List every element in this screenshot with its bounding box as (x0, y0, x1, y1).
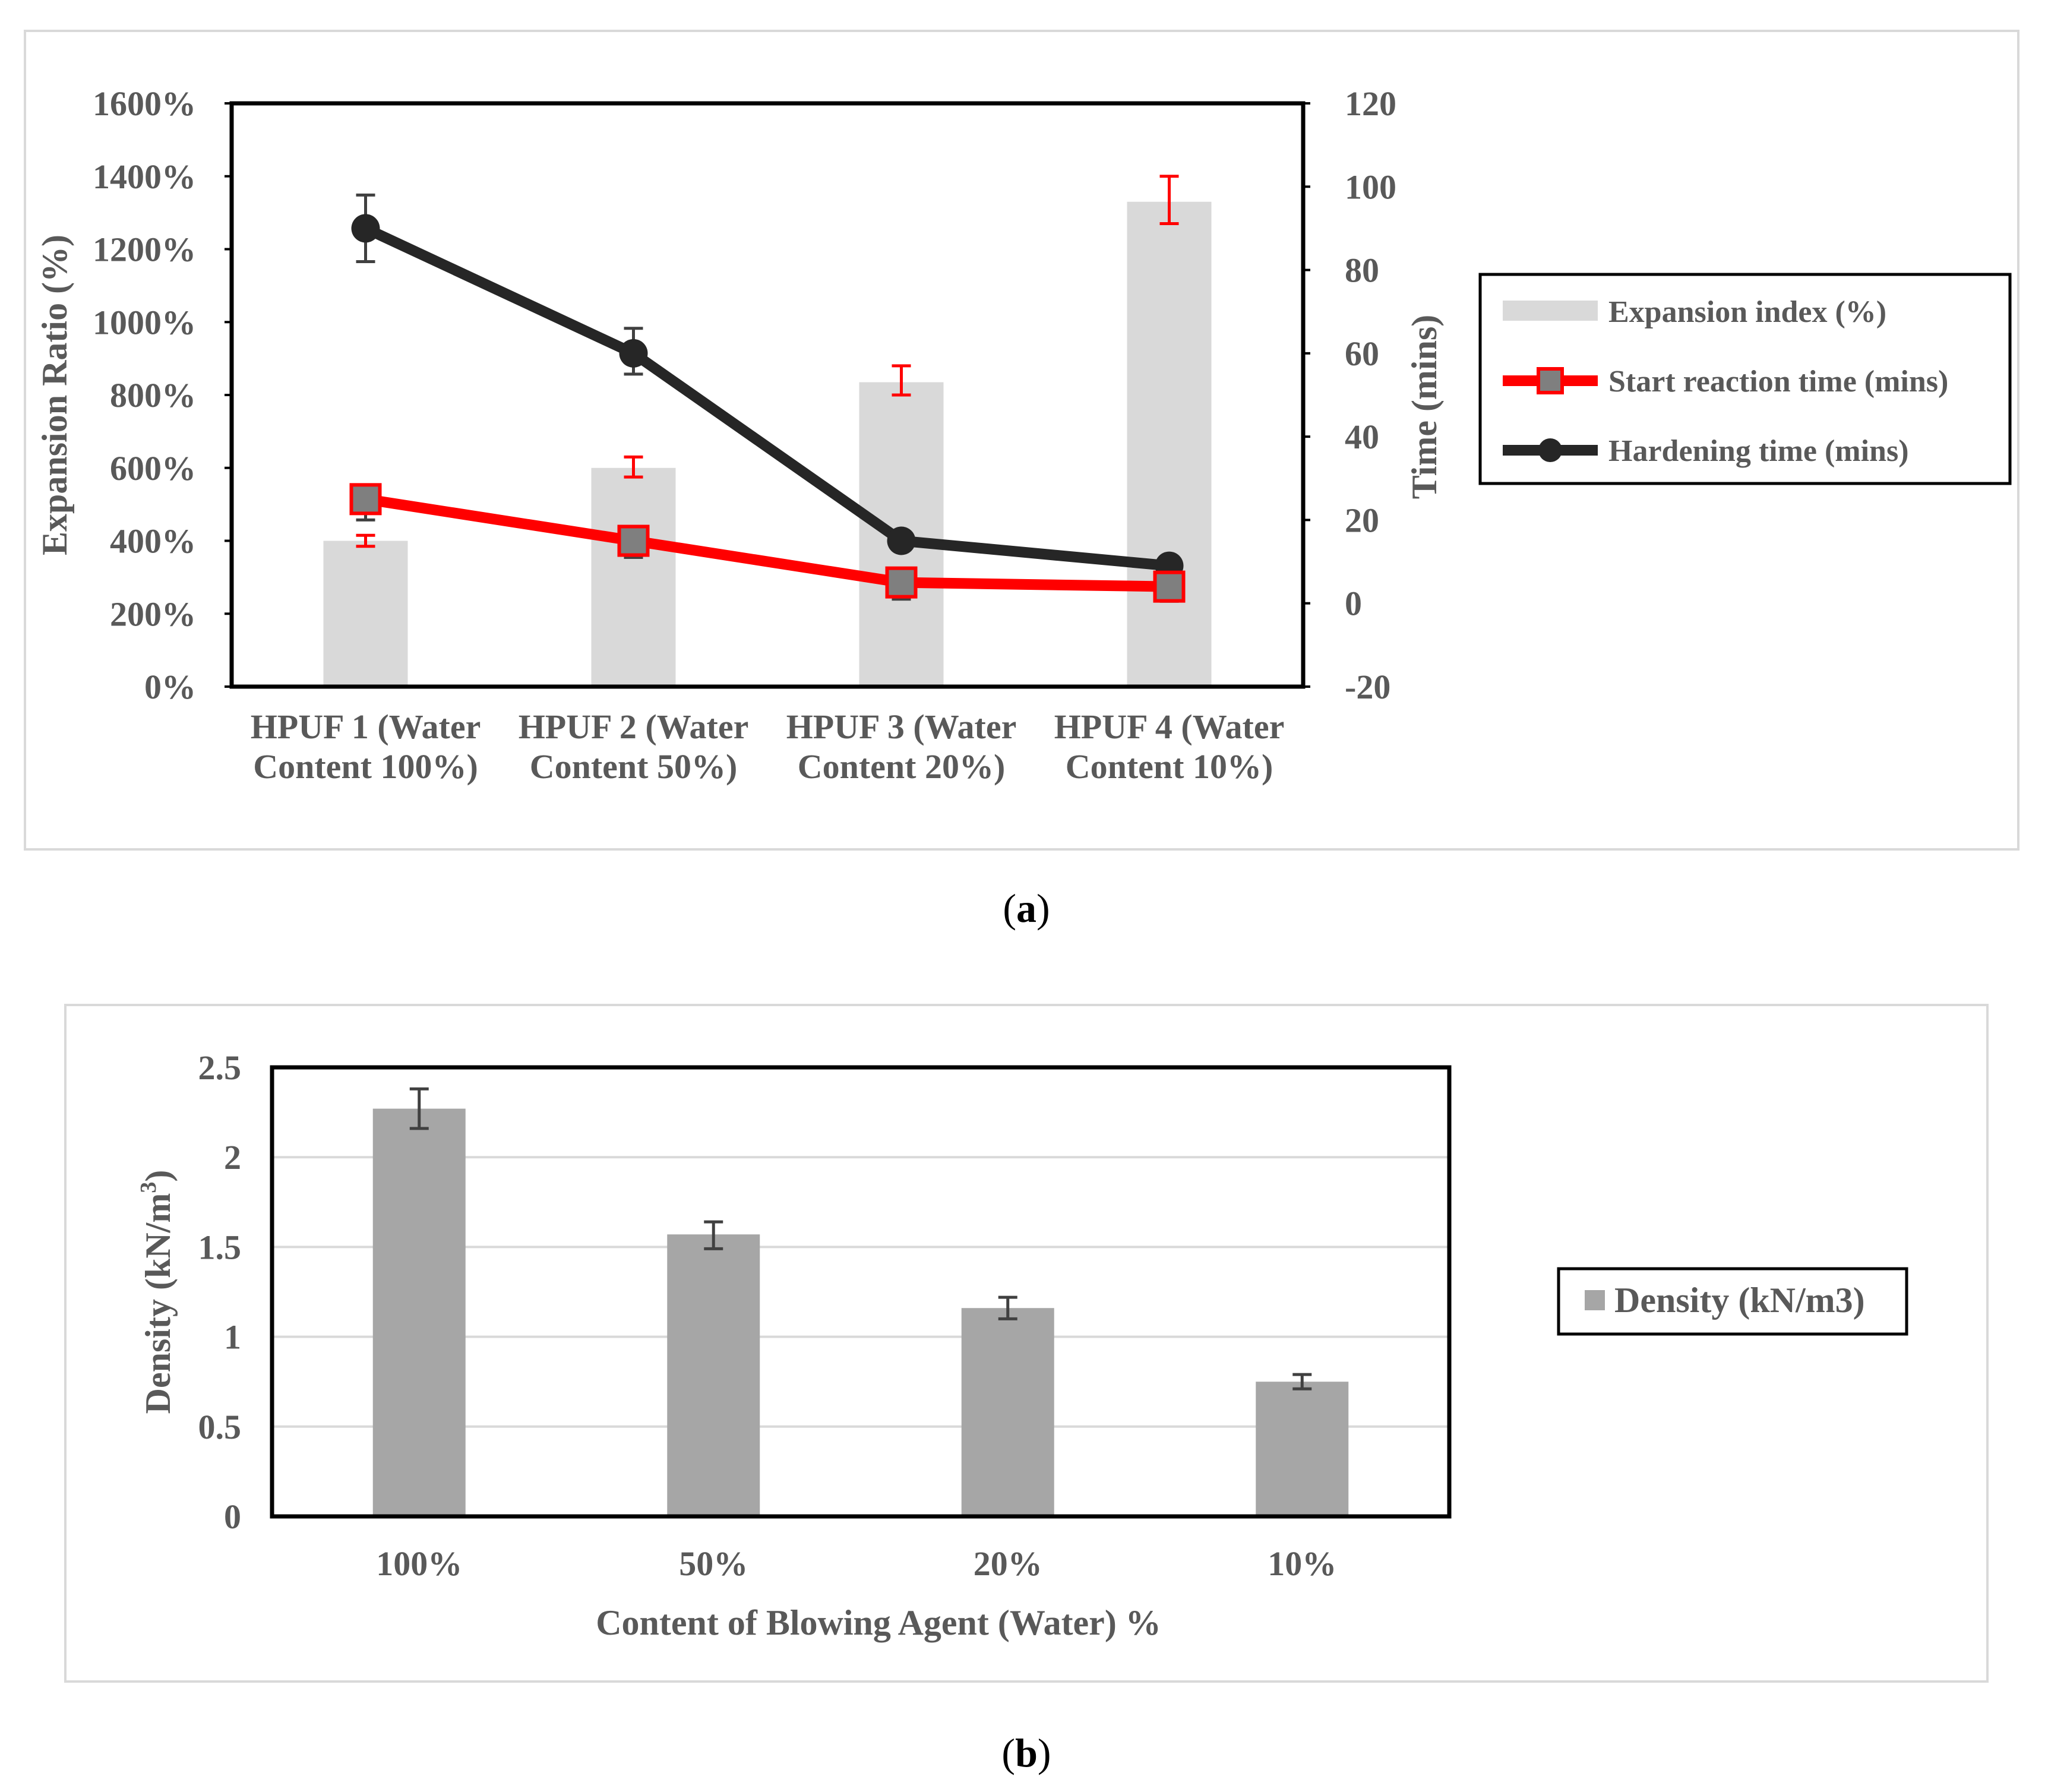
point-hardening (351, 214, 380, 243)
x-tick-label: 20% (974, 1544, 1042, 1583)
y-left-tick-label: 0% (144, 668, 196, 706)
caption-b-letter: b (1015, 1730, 1038, 1775)
error-bar-density (1292, 1373, 1312, 1390)
error-bar-expansion (624, 455, 643, 479)
bar-expansion-index (591, 467, 676, 687)
y-tick-label: 2.5 (198, 1048, 242, 1087)
error-bar-expansion (356, 533, 375, 548)
y-tick-label: 0.5 (198, 1408, 242, 1446)
y-right-tick-label: 120 (1345, 84, 1396, 123)
plot-frame-a (229, 101, 1306, 689)
error-bar-expansion (892, 364, 911, 397)
bar-density (667, 1234, 760, 1516)
x-category-label-line1: HPUF 4 (Water (1054, 707, 1285, 746)
error-bar-density (704, 1220, 723, 1250)
caption-b: (b) (1001, 1730, 1051, 1775)
legend-marker-hardening (1538, 438, 1562, 462)
y-left-tick-label: 400% (110, 522, 196, 561)
point-start-reaction (349, 483, 382, 516)
bar-density (1256, 1382, 1349, 1516)
legend-label: Expansion index (%) (1608, 295, 1886, 329)
y-axis-label: Density (kN/m3) (136, 1170, 178, 1414)
y-left-tick-label: 1600% (93, 84, 196, 123)
y-right-tick-label: 0 (1345, 584, 1362, 623)
y-axis-label-end: ) (138, 1170, 178, 1182)
x-tick-label: 50% (679, 1544, 748, 1583)
x-category-label-line1: HPUF 2 (Water (519, 707, 749, 746)
x-category-label-line2: Content 20%) (798, 747, 1006, 786)
y-left-tick-label: 800% (110, 376, 196, 415)
y-right-tick-label: 20 (1345, 501, 1379, 539)
error-bar-density (998, 1295, 1017, 1320)
bar-density (372, 1108, 466, 1516)
legend-b: Density (kN/m3) (1557, 1267, 1908, 1336)
y-tick-label: 1 (224, 1318, 241, 1357)
line-start-reaction (365, 494, 1170, 592)
y-right-tick-label: 100 (1345, 167, 1396, 206)
y-left-tick-label: 1400% (93, 157, 196, 196)
legend-a: Expansion index (%) Start reaction time (… (1478, 273, 2012, 485)
y-left-tick-label: 200% (110, 595, 196, 633)
point-start-reaction (885, 566, 918, 599)
x-tick-label: 10% (1268, 1544, 1336, 1583)
y-tick-label: 2 (224, 1138, 241, 1177)
y-right-tick-label: 40 (1345, 418, 1379, 456)
legend-label-density: Density (kN/m3) (1614, 1281, 1865, 1320)
legend-label: Start reaction time (mins) (1608, 365, 1948, 399)
y-left-axis-label: Expansion Ratio (%) (35, 235, 74, 555)
plot-frame-b (270, 1065, 1452, 1519)
x-category-label-line2: Content 100%) (253, 747, 478, 786)
legend-marker-start-reaction (1537, 367, 1564, 394)
legend-label: Hardening time (mins) (1608, 434, 1909, 468)
y-left-tick-label: 600% (110, 449, 196, 488)
x-tick-label: 100% (376, 1544, 462, 1583)
caption-a: (a) (1003, 886, 1050, 931)
y-axis-label-main: Density (kN/m (138, 1193, 178, 1414)
y-right-tick-label: 60 (1345, 334, 1379, 373)
point-start-reaction (1153, 570, 1186, 603)
point-start-reaction (617, 524, 650, 557)
legend-swatch-expansion (1503, 301, 1598, 321)
x-category-label-line2: Content 10%) (1066, 747, 1273, 786)
y-axis-label-superscript: 3 (136, 1182, 161, 1193)
bar-expansion-index (323, 541, 408, 687)
point-hardening (887, 526, 916, 555)
legend-b-box (1557, 1267, 1908, 1336)
bar-density (961, 1308, 1054, 1516)
x-axis-label: Content of Blowing Agent (Water) % (596, 1603, 1161, 1642)
x-category-label-line2: Content 50%) (530, 747, 738, 786)
bar-expansion-index (1127, 201, 1212, 687)
y-tick-label: 1.5 (198, 1228, 242, 1266)
point-hardening (619, 339, 648, 368)
y-right-axis-label: Time (mins) (1405, 315, 1444, 500)
line-hardening (363, 223, 1170, 571)
x-category-label-line1: HPUF 1 (Water (251, 707, 481, 746)
error-bar-expansion (1159, 175, 1179, 226)
caption-a-letter: a (1016, 886, 1036, 931)
y-right-tick-label: 80 (1345, 251, 1379, 290)
y-right-tick-label: -20 (1345, 668, 1390, 706)
y-tick-label: 0 (224, 1497, 241, 1536)
error-bar-density (409, 1087, 429, 1130)
x-category-label-line1: HPUF 3 (Water (786, 707, 1017, 746)
y-left-tick-label: 1000% (93, 303, 196, 342)
y-left-tick-label: 1200% (93, 230, 196, 269)
legend-swatch-density (1585, 1290, 1605, 1310)
